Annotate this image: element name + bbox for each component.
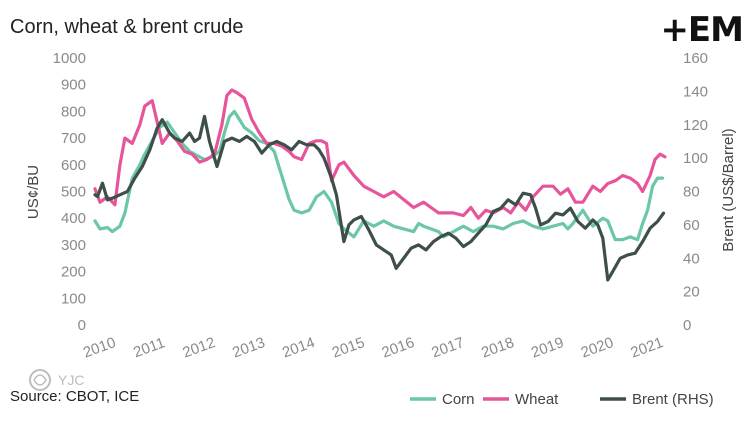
y-tick-left: 900 (61, 77, 86, 94)
x-tick: 2017 (429, 334, 466, 361)
y-axis-right-ticks: 0 20 40 60 80 100 120 140 160 (683, 50, 708, 334)
x-tick: 2014 (280, 334, 317, 361)
y-tick-left: 400 (61, 210, 86, 227)
y-tick-right: 120 (683, 117, 708, 134)
x-tick: 2020 (579, 334, 616, 361)
x-tick: 2015 (330, 334, 367, 361)
y-tick-right: 40 (683, 250, 700, 267)
y-axis-right-label: Brent (US$/Barrel) (720, 128, 737, 251)
legend-label: Brent (RHS) (632, 391, 714, 408)
y-tick-right: 20 (683, 284, 700, 301)
series-layer (93, 88, 667, 282)
series-line-wheat (93, 88, 667, 220)
x-tick: 2018 (479, 334, 516, 361)
y-tick-left: 500 (61, 184, 86, 201)
y-tick-left: 700 (61, 130, 86, 147)
y-tick-left: 600 (61, 157, 86, 174)
source-note: Source: CBOT, ICE (10, 388, 140, 405)
y-axis-left-ticks: 0 100 200 300 400 500 600 700 800 900 1000 (53, 50, 86, 334)
y-tick-left: 800 (61, 103, 86, 120)
y-tick-left: 100 (61, 290, 86, 307)
x-axis-ticks: 2010 2011 2012 2013 2014 2015 2016 2017 2018 2019… (81, 334, 666, 361)
y-tick-right: 160 (683, 50, 708, 67)
x-tick: 2013 (230, 334, 267, 361)
y-tick-right: 80 (683, 184, 700, 201)
legend: Corn Wheat Brent (RHS) (410, 391, 714, 408)
x-tick: 2019 (529, 334, 566, 361)
series-line-brent-rhs (93, 114, 666, 282)
x-tick: 2011 (131, 334, 167, 361)
x-tick: 2021 (628, 334, 665, 361)
y-axis-left-label: US¢/BU (25, 165, 42, 219)
watermark-text: YJC (58, 372, 84, 388)
company-logo: +EM (660, 10, 744, 50)
y-tick-left: 0 (78, 317, 86, 334)
x-tick: 2016 (380, 334, 417, 361)
legend-label: Wheat (515, 391, 559, 408)
legend-label: Corn (442, 391, 475, 408)
x-tick: 2012 (180, 334, 217, 361)
y-tick-right: 0 (683, 317, 691, 334)
y-tick-right: 140 (683, 83, 708, 100)
watermark-logo: YJC (29, 369, 84, 391)
y-tick-left: 200 (61, 264, 86, 281)
y-tick-left: 300 (61, 237, 86, 254)
y-tick-right: 60 (683, 217, 700, 234)
y-tick-left: 1000 (53, 50, 86, 67)
y-tick-right: 100 (683, 150, 708, 167)
chart-title: Corn, wheat & brent crude (10, 16, 244, 38)
x-tick: 2010 (81, 334, 118, 361)
